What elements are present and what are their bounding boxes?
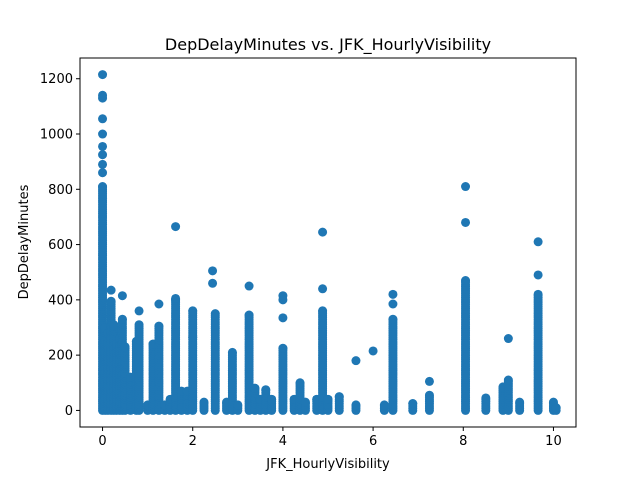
y-axis-label: DepDelayMinutes [17, 184, 32, 299]
data-point [98, 114, 108, 124]
data-point [379, 400, 389, 410]
x-tick-label: 2 [189, 434, 197, 449]
data-point [424, 376, 434, 386]
y-tick-label: 0 [65, 404, 73, 419]
data-point [98, 159, 108, 169]
data-point [533, 270, 543, 280]
data-point [233, 400, 243, 410]
data-point [334, 392, 344, 402]
data-point [244, 310, 254, 320]
data-point [318, 306, 328, 316]
data-point [227, 347, 237, 357]
data-point [109, 320, 119, 330]
data-point [388, 289, 398, 299]
data-point [188, 332, 198, 342]
y-tick-label: 1000 [40, 128, 73, 143]
y-axis: 0 200 400 600 800 1000 1200 [40, 72, 80, 419]
data-point [278, 343, 288, 353]
data-point [551, 403, 561, 413]
data-point [199, 397, 209, 407]
data-point [134, 320, 144, 330]
plot-frame [79, 57, 577, 428]
data-point [323, 394, 333, 404]
data-point [98, 168, 108, 178]
data-point [98, 150, 108, 160]
x-tick-label: 4 [279, 434, 287, 449]
data-point [250, 383, 260, 393]
data-point [481, 393, 491, 403]
data-point [98, 70, 108, 80]
data-point [208, 266, 218, 276]
data-point [188, 306, 198, 316]
data-point [208, 278, 218, 288]
x-tick-label: 6 [369, 434, 377, 449]
data-point [533, 237, 543, 247]
data-point [244, 281, 254, 291]
y-tick-label: 200 [48, 349, 73, 364]
data-point [318, 284, 328, 294]
data-point [461, 276, 471, 286]
data-point [134, 306, 144, 316]
data-point [351, 356, 361, 366]
chart-title: DepDelayMinutes vs. JFK_HourlyVisibility [165, 35, 491, 55]
y-tick-label: 800 [48, 183, 73, 198]
data-point [503, 375, 513, 385]
data-point [261, 385, 271, 395]
y-tick-label: 400 [48, 293, 73, 308]
data-point [295, 378, 305, 388]
data-point [106, 285, 116, 295]
x-tick-label: 0 [98, 434, 106, 449]
data-point [424, 390, 434, 400]
data-point [461, 217, 471, 227]
data-point [461, 182, 471, 192]
data-point [351, 400, 361, 410]
data-point [98, 182, 108, 192]
data-point [120, 342, 130, 352]
y-tick-label: 600 [48, 238, 73, 253]
x-tick-label: 8 [459, 434, 467, 449]
data-point [106, 296, 116, 306]
data-point [503, 334, 513, 344]
data-point [388, 299, 398, 309]
data-point [300, 397, 310, 407]
data-point [278, 295, 288, 305]
data-point [171, 293, 181, 303]
data-point [98, 141, 108, 151]
data-point [368, 346, 378, 356]
data-point [533, 289, 543, 299]
data-point [117, 314, 127, 324]
data-point [154, 321, 164, 331]
data-point [388, 314, 398, 324]
data-point [278, 313, 288, 323]
data-point [154, 299, 164, 309]
data-point [318, 227, 328, 237]
x-axis: 0 2 4 6 8 10 [98, 427, 562, 449]
data-point [98, 93, 108, 103]
data-points [98, 70, 561, 415]
data-point [210, 309, 220, 319]
y-tick-label: 1200 [40, 72, 73, 87]
data-point [408, 399, 418, 409]
data-point [171, 222, 181, 232]
x-axis-label: JFK_HourlyVisibility [265, 457, 390, 472]
data-point [267, 394, 277, 404]
x-tick-label: 10 [545, 434, 562, 449]
data-point [515, 397, 525, 407]
data-point [117, 291, 127, 301]
data-point [98, 129, 108, 139]
